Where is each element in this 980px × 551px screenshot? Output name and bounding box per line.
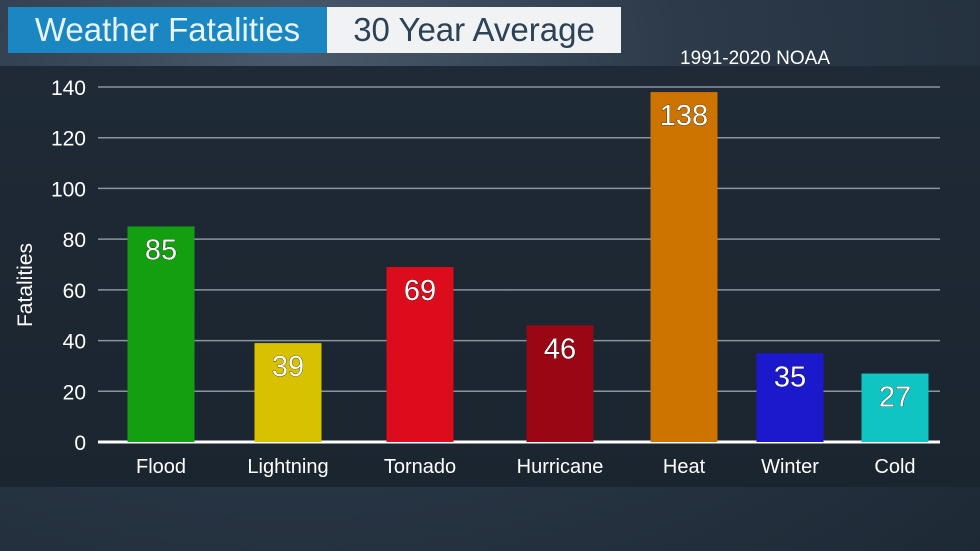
- bar-heat: [650, 92, 718, 443]
- x-tick-label: Winter: [761, 456, 819, 478]
- x-tick-label: Cold: [874, 456, 915, 478]
- y-tick-label: 120: [51, 128, 86, 151]
- bar-flood: [127, 226, 195, 442]
- y-tick-label: 100: [51, 178, 86, 201]
- bar-cold: [861, 373, 929, 442]
- bar-winter: [756, 353, 824, 442]
- bar-tornado: [386, 267, 454, 442]
- chart-title: Weather Fatalities: [8, 7, 327, 53]
- data-label: 69: [404, 275, 436, 307]
- data-label: 35: [774, 361, 806, 393]
- x-tick-label: Heat: [663, 456, 706, 478]
- source-label: 1991-2020 NOAA: [680, 48, 830, 69]
- y-tick-label: 140: [51, 77, 86, 100]
- x-tick-label: Hurricane: [517, 456, 604, 478]
- x-tick-label: Flood: [136, 456, 186, 478]
- y-tick-label: 60: [63, 280, 86, 303]
- data-label: 138: [660, 100, 708, 132]
- data-label: 39: [272, 351, 304, 383]
- y-tick-label: 20: [63, 381, 86, 404]
- chart-subtitle: 30 Year Average: [327, 7, 621, 53]
- x-tick-label: Lightning: [247, 456, 328, 478]
- data-label: 46: [544, 333, 576, 365]
- x-tick-label: Tornado: [384, 456, 456, 478]
- data-label: 85: [145, 234, 177, 266]
- data-label: 27: [879, 382, 911, 414]
- y-tick-label: 0: [74, 432, 86, 455]
- y-tick-label: 40: [63, 331, 86, 354]
- bar-lightning: [254, 343, 322, 442]
- bar-hurricane: [526, 325, 594, 442]
- y-tick-label: 80: [63, 229, 86, 252]
- y-axis-label: Fatalities: [14, 243, 37, 327]
